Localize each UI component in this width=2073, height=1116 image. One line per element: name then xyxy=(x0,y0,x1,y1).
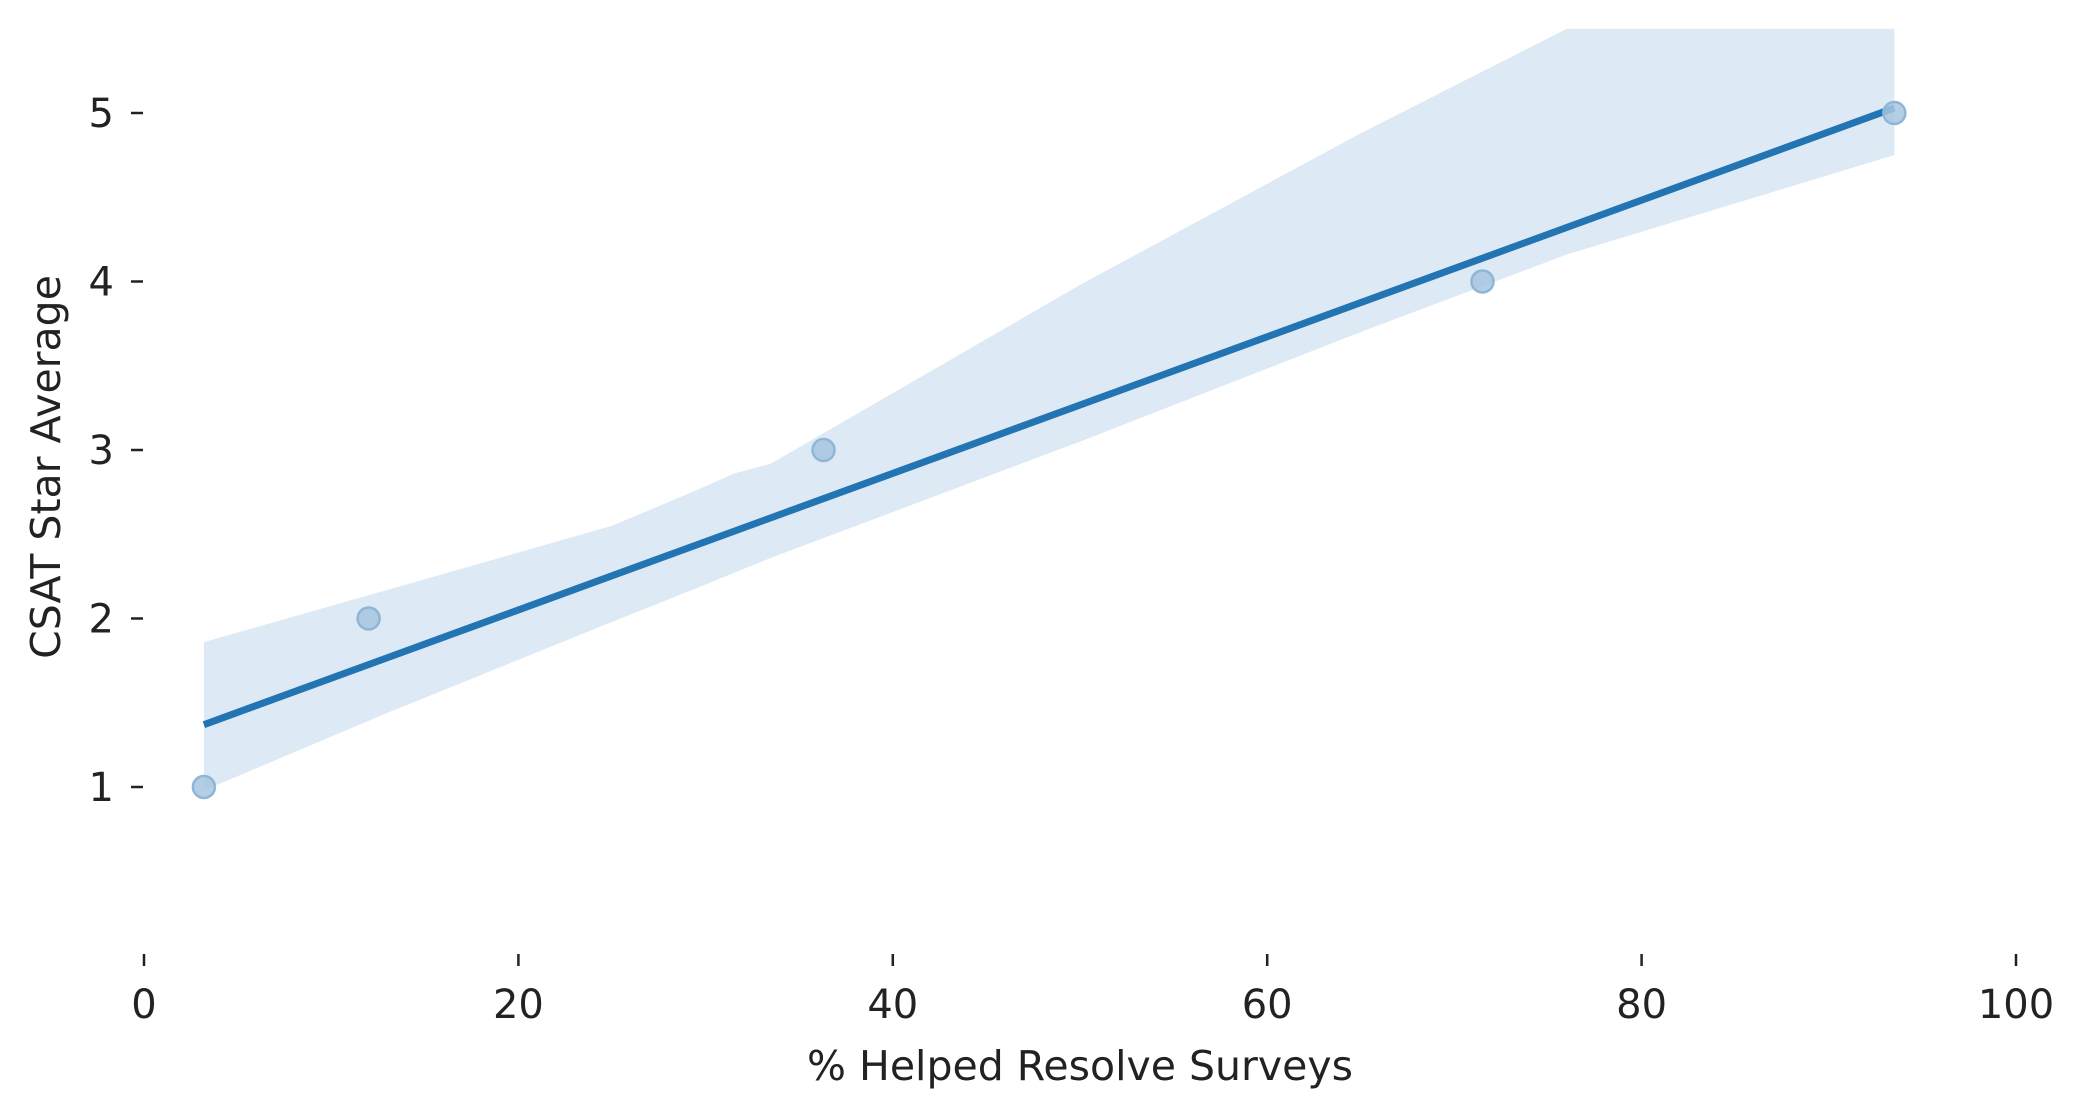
x-tick-label: 20 xyxy=(493,982,544,1028)
y-axis: 1 2 3 4 5 xyxy=(89,91,143,811)
y-tick-label: 5 xyxy=(89,91,114,137)
scatter-point xyxy=(191,774,217,800)
scatter-points-layer xyxy=(191,100,1907,800)
x-tick-label: 40 xyxy=(867,982,918,1028)
y-tick-label: 2 xyxy=(89,597,114,643)
y-tick-label: 1 xyxy=(89,765,114,811)
x-tick-label: 0 xyxy=(131,982,156,1028)
confidence-band-layer xyxy=(203,28,1895,791)
x-axis-label: % Helped Resolve Surveys xyxy=(807,1042,1353,1090)
scatter-point xyxy=(356,606,381,631)
x-tick-label: 80 xyxy=(1616,982,1667,1028)
x-tick-label: 60 xyxy=(1242,982,1293,1028)
scatter-point xyxy=(811,437,836,463)
scatter-point xyxy=(1470,269,1495,294)
regression-line-layer xyxy=(202,104,1896,728)
y-tick-label: 3 xyxy=(89,428,114,474)
x-axis: 0 20 40 60 80 100 xyxy=(131,954,2054,1028)
scatter-point xyxy=(1882,100,1907,126)
regression-line xyxy=(202,104,1896,728)
y-axis-label: CSAT Star Average xyxy=(22,275,70,659)
y-tick-label: 4 xyxy=(89,260,114,306)
confidence-band xyxy=(203,28,1895,791)
x-tick-label: 100 xyxy=(1978,982,2054,1028)
